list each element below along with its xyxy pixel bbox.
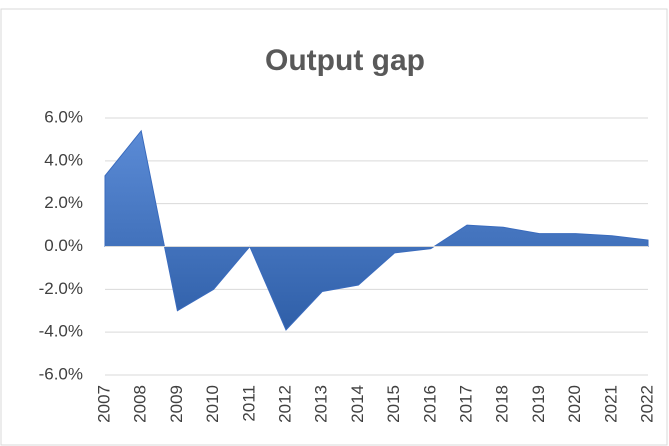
- x-tick-label: 2020: [565, 385, 584, 423]
- y-tick-label: 0.0%: [44, 236, 83, 255]
- x-tick-label: 2017: [456, 385, 475, 423]
- x-tick-label: 2022: [637, 385, 656, 423]
- x-tick-label: 2008: [131, 385, 150, 423]
- x-tick-label: 2014: [348, 385, 367, 423]
- y-tick-label: 4.0%: [44, 150, 83, 169]
- y-tick-label: 2.0%: [44, 193, 83, 212]
- x-tick-label: 2009: [167, 385, 186, 423]
- x-tick-label: 2007: [94, 385, 113, 423]
- y-tick-label: -2.0%: [39, 279, 83, 298]
- chart-title: Output gap: [265, 44, 425, 77]
- area: [104, 129, 649, 331]
- y-tick-label: -6.0%: [39, 364, 83, 383]
- x-tick-label: 2016: [420, 385, 439, 423]
- x-tick-label: 2013: [312, 385, 331, 423]
- x-tick-label: 2019: [529, 385, 548, 423]
- x-tick-label: 2011: [239, 385, 258, 422]
- x-tick-label: 2021: [601, 385, 620, 423]
- y-tick-label: -4.0%: [39, 322, 83, 341]
- x-tick-label: 2018: [493, 385, 512, 423]
- x-tick-label: 2015: [384, 385, 403, 423]
- y-tick-label: 6.0%: [44, 107, 83, 126]
- x-tick-label: 2010: [203, 385, 222, 423]
- x-tick-label: 2012: [275, 385, 294, 423]
